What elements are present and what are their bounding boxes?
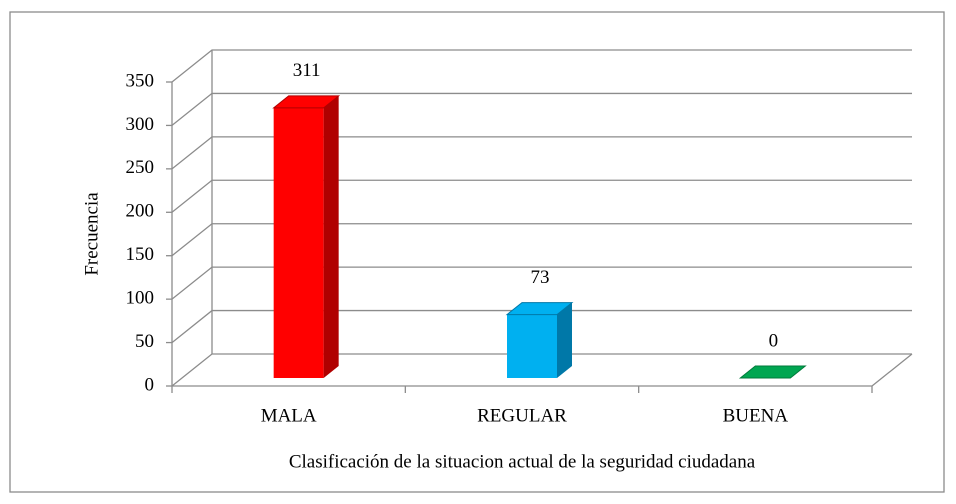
grid-line — [171, 92, 912, 126]
grid-line — [171, 266, 912, 300]
x-tick-label: REGULAR — [477, 405, 567, 426]
x-tick-label: MALA — [261, 405, 317, 426]
data-label: 311 — [293, 60, 321, 81]
y-tick-label: 50 — [135, 331, 154, 352]
grid-line — [171, 309, 912, 344]
bar-side — [323, 95, 339, 379]
bar-front — [507, 314, 557, 378]
grid-line — [171, 49, 912, 83]
y-axis-title: Frecuencia — [81, 192, 102, 276]
grid-line — [171, 179, 912, 213]
x-axis-title: Clasificación de la situacion actual de … — [289, 451, 756, 472]
data-label: 0 — [769, 330, 779, 351]
y-tick-label: 350 — [126, 70, 155, 91]
grid-line — [171, 136, 912, 170]
data-label: 73 — [531, 267, 550, 288]
y-tick-label: 200 — [126, 201, 155, 222]
bar-front — [273, 107, 324, 379]
bar-top — [505, 302, 574, 316]
grid-line — [171, 223, 912, 257]
y-tick-label: 0 — [145, 374, 155, 395]
y-tick-label: 250 — [126, 157, 155, 178]
y-tick-label: 300 — [126, 114, 155, 135]
y-tick-label: 150 — [126, 244, 155, 265]
x-tick-label: BUENA — [723, 405, 789, 426]
grid-line — [171, 353, 912, 387]
chart-border — [9, 11, 945, 493]
bar-top — [272, 95, 341, 109]
y-tick-label: 100 — [126, 288, 155, 309]
bar-top — [738, 365, 807, 379]
bar-side — [557, 302, 572, 378]
